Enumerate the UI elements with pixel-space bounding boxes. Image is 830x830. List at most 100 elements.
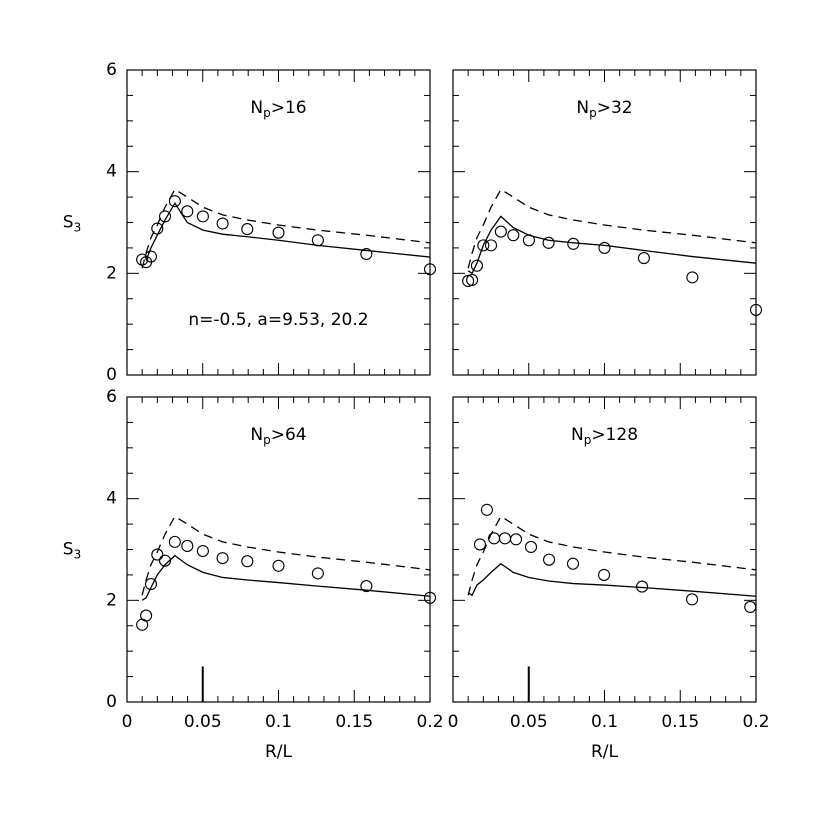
x-tick-label: 0 [448, 712, 459, 732]
y-axis-label: S3 [63, 213, 81, 235]
data-point [196, 544, 209, 558]
x-tick-label: 0.15 [335, 712, 373, 732]
panel-label-part: p [584, 433, 592, 447]
panel-label: Np>128 [571, 425, 638, 447]
data-point [196, 210, 209, 223]
x-tick-label: 0.2 [742, 712, 769, 732]
y-tick-label: 4 [106, 162, 117, 182]
data-point [686, 271, 699, 284]
data-point [216, 217, 229, 230]
data-point [168, 195, 181, 208]
panel-label: Np>16 [250, 98, 306, 120]
panel-label-part: N [250, 98, 263, 118]
x-tick-label: 0.05 [184, 712, 222, 732]
x-tick-label: 0.1 [265, 712, 292, 732]
panel-label: Np>64 [250, 425, 306, 447]
data-point [507, 229, 520, 242]
y-tick-label: 2 [106, 590, 117, 610]
dashed-line [467, 515, 757, 596]
dashed-line [141, 188, 431, 269]
data-point [158, 554, 172, 567]
y-tick-label: 0 [106, 692, 117, 712]
data-point [158, 210, 172, 223]
data-point [241, 555, 254, 568]
panel-label-part: p [589, 106, 597, 120]
data-point [466, 273, 479, 286]
data-point [181, 205, 194, 218]
data-point [543, 553, 556, 566]
data-point [462, 274, 475, 288]
panel-label-part: p [263, 106, 271, 120]
panel-label-part: p [263, 433, 271, 447]
x-tick-label: 0.05 [510, 712, 548, 732]
data-point [311, 567, 324, 580]
data-point [241, 223, 254, 236]
x-axis-label: R/L [591, 742, 619, 762]
data-point [524, 540, 538, 554]
dashed-line [141, 515, 431, 596]
y-axis-label-part: 3 [74, 220, 82, 234]
solid-line [145, 201, 431, 261]
data-point [542, 236, 555, 249]
panel-label-part: >128 [591, 425, 638, 445]
data-point [473, 538, 487, 551]
solid-line [467, 215, 757, 275]
x-tick-label: 0.2 [416, 712, 443, 732]
data-point [477, 239, 490, 252]
data-point [151, 548, 164, 561]
data-point [498, 532, 512, 545]
solid-line [467, 562, 757, 597]
data-point [744, 600, 757, 613]
x-tick-label: 0 [122, 712, 133, 732]
y-tick-label: 0 [106, 365, 117, 385]
annotation: n=-0.5, a=9.53, 20.2 [188, 310, 368, 330]
data-point [216, 552, 229, 565]
panel-label-part: >32 [597, 98, 633, 118]
x-tick-label: 0.15 [661, 712, 699, 732]
data-point [423, 591, 437, 604]
panel-label: Np>32 [576, 98, 632, 120]
y-axis-label-part: 3 [74, 547, 82, 561]
data-point [566, 557, 580, 570]
data-point [637, 252, 650, 265]
data-point [597, 568, 611, 581]
data-point [181, 539, 194, 552]
data-point [311, 234, 324, 247]
data-point [140, 609, 153, 622]
y-tick-label: 6 [106, 60, 117, 80]
data-point [168, 535, 181, 548]
panel-label-part: N [576, 98, 589, 118]
data-point [272, 559, 285, 572]
data-point [567, 237, 580, 250]
y-axis-label-part: S [63, 213, 74, 233]
y-axis-label-part: S [63, 540, 74, 560]
data-point [144, 250, 157, 263]
panel-label-part: >16 [271, 98, 307, 118]
solid-line [141, 554, 431, 601]
data-point [144, 578, 157, 591]
data-point [598, 241, 611, 254]
data-point [509, 533, 523, 546]
y-tick-label: 6 [106, 387, 117, 407]
y-axis-label: S3 [63, 540, 81, 562]
data-point [749, 303, 763, 316]
data-point [488, 532, 501, 545]
y-tick-label: 4 [106, 489, 117, 509]
data-point [272, 226, 285, 239]
data-point [136, 253, 149, 266]
x-tick-label: 0.1 [591, 712, 618, 732]
x-axis-label: R/L [265, 742, 293, 762]
y-tick-label: 2 [106, 263, 117, 283]
data-point [423, 263, 437, 276]
panel-label-part: >64 [271, 425, 307, 445]
data-point [360, 247, 373, 261]
dashed-line [467, 188, 757, 269]
data-point [686, 593, 699, 606]
panel-label-part: N [571, 425, 584, 445]
data-point [360, 580, 373, 593]
data-point [494, 225, 507, 238]
data-point [470, 259, 483, 272]
panel-label-part: N [250, 425, 263, 445]
data-point [484, 239, 498, 252]
